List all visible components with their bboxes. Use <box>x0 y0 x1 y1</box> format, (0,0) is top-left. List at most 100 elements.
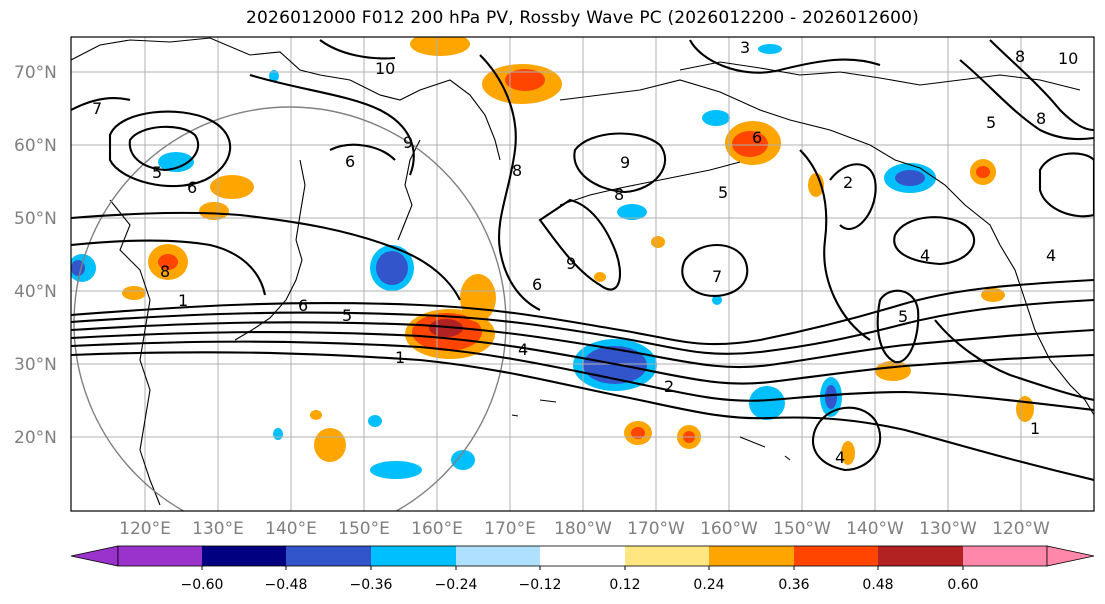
positive-anomaly-shade <box>981 288 1005 302</box>
plot-frame <box>70 36 1095 512</box>
great-circle-outline <box>73 106 507 511</box>
colorbar-tick-label: −0.24 <box>435 577 478 593</box>
negative-anomaly-shade <box>895 170 925 186</box>
colorbar-bin <box>794 546 878 566</box>
wave-contour <box>829 163 877 230</box>
contour-label: 4 <box>518 340 528 359</box>
colorbar-bin <box>202 546 286 566</box>
contour-label: 2 <box>843 173 853 192</box>
lat-label: 40°N <box>14 282 57 302</box>
positive-anomaly-shade <box>460 274 496 322</box>
contour-label: 10 <box>1058 49 1078 68</box>
contour-label: 7 <box>92 99 102 118</box>
colorbar-tick-label: 0.60 <box>947 577 978 593</box>
contour-label: 8 <box>160 262 170 281</box>
negative-anomaly-shade <box>158 152 194 172</box>
colorbar-bin <box>709 546 794 566</box>
contour-label: 8 <box>1015 47 1025 66</box>
latitude-labels: 70°N 60°N 50°N 40°N 30°N 20°N <box>14 63 57 448</box>
colorbar-bin <box>371 546 456 566</box>
contour-label: 4 <box>1046 246 1056 265</box>
negative-anomaly-shade <box>370 461 422 479</box>
negative-anomaly-shade <box>758 44 782 54</box>
closed-low-contour <box>876 289 920 364</box>
positive-anomaly-shade <box>505 69 545 91</box>
negative-anomaly-shade <box>617 204 647 220</box>
colorbar-over-triangle <box>1046 545 1095 567</box>
lon-label: 180°W <box>554 519 612 539</box>
contour-label: 1 <box>395 348 405 367</box>
colorbar-ticks <box>201 566 964 570</box>
arctic-coastline <box>679 61 1081 91</box>
colorbar-bin <box>963 546 1047 566</box>
closed-low-contour <box>108 110 232 188</box>
closed-low-contour <box>573 132 667 194</box>
lon-label: 130°W <box>919 519 977 539</box>
positive-anomaly-shade <box>310 410 322 420</box>
negative-anomaly-shade <box>451 450 475 470</box>
longitude-labels: 120°E 130°E 140°E 150°E 160°E 170°E 180°… <box>119 519 1050 539</box>
colorbar-bin <box>118 546 202 566</box>
contour-label: 4 <box>920 246 930 265</box>
wave-contour <box>71 239 267 296</box>
colorbar-bin <box>286 546 371 566</box>
wave-contour <box>989 39 1094 132</box>
pv-contours <box>71 39 1094 482</box>
negative-anomaly-shade <box>749 386 785 420</box>
contour-label: 6 <box>532 275 542 294</box>
lon-label: 130°E <box>192 519 244 539</box>
contour-label: 5 <box>718 183 728 202</box>
positive-anomaly-shade <box>122 286 146 300</box>
positive-anomaly-shade <box>158 254 178 270</box>
colorbar-tick-label: 0.48 <box>862 577 893 593</box>
wave-contour <box>689 39 881 74</box>
wave-contour <box>959 59 1094 141</box>
colorbar-bin <box>625 546 709 566</box>
contour-labels: 10 3 8 10 7 5 6 6 9 8 9 8 6 5 2 4 4 8 9 … <box>92 38 1078 467</box>
jet-contour <box>71 351 1094 482</box>
positive-anomaly-shade <box>210 175 254 199</box>
contour-label: 6 <box>752 128 762 147</box>
contour-label: 5 <box>898 307 908 326</box>
negative-anomaly-shade <box>368 415 382 427</box>
contour-label: 8 <box>1036 109 1046 128</box>
kamchatka-coastline <box>397 139 421 241</box>
positive-anomaly-shade <box>976 166 990 178</box>
lat-label: 60°N <box>14 136 57 156</box>
positive-anomaly-shade <box>199 202 229 220</box>
contour-label: 2 <box>664 377 674 396</box>
colorbar-bin <box>878 546 963 566</box>
lon-label: 160°E <box>411 519 463 539</box>
colorbar-tick-label: −0.12 <box>519 577 562 593</box>
wave-contour <box>934 319 1094 402</box>
lat-label: 50°N <box>14 209 57 229</box>
positive-anomaly-shade <box>841 441 855 465</box>
contour-label: 6 <box>345 152 355 171</box>
sakhalin-coastline <box>295 159 306 241</box>
coastlines <box>71 37 1094 506</box>
china-coastline <box>109 199 161 506</box>
lat-label: 20°N <box>14 428 57 448</box>
colorbar-bin <box>540 546 625 566</box>
lon-label: 140°W <box>846 519 904 539</box>
closed-low-contour <box>893 216 976 266</box>
colorbar-tick-label: 0.36 <box>778 577 809 593</box>
contour-label: 5 <box>152 163 162 182</box>
contour-label: 4 <box>835 448 845 467</box>
jet-contour <box>71 331 1094 385</box>
contour-label: 9 <box>620 153 630 172</box>
negative-anomaly-shade <box>702 110 730 126</box>
colorbar-under-triangle <box>70 545 119 567</box>
negative-anomaly-shade <box>825 385 837 409</box>
contour-label: 6 <box>298 296 308 315</box>
lon-label: 160°W <box>700 519 758 539</box>
colorbar: −0.60 −0.48 −0.36 −0.24 −0.12 0.12 0.24 … <box>70 545 1095 593</box>
colorbar-tick-label: −0.36 <box>350 577 393 593</box>
positive-anomaly-shade <box>651 236 665 248</box>
closed-low-contour <box>812 406 882 472</box>
positive-anomaly-shade <box>631 427 645 439</box>
pacific-islands <box>511 399 791 461</box>
negative-anomaly-shade <box>712 295 722 305</box>
negative-anomaly-shade <box>273 428 283 440</box>
